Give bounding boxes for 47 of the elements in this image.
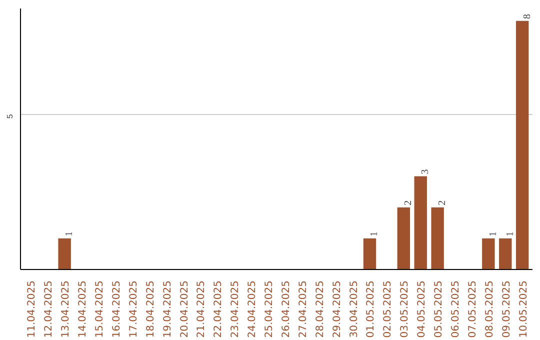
x-tick-label: 17.04.2025 [128, 280, 140, 338]
x-tick-label: 11.04.2025 [26, 280, 38, 338]
x-tick-label: 25.04.2025 [264, 280, 276, 338]
bar [516, 20, 529, 270]
x-tick-label: 13.04.2025 [60, 280, 72, 338]
x-tick-label: 09.05.2025 [501, 280, 512, 338]
data-label: 1 [64, 231, 76, 236]
x-tick-label: 30.04.2025 [348, 280, 360, 338]
bar [397, 207, 410, 270]
x-tick-label: 07.05.2025 [467, 280, 478, 338]
data-label: 1 [488, 231, 499, 236]
data-label: 1 [504, 231, 516, 236]
bar [363, 238, 376, 270]
x-tick-label: 19.04.2025 [162, 280, 174, 338]
x-tick-label: 16.04.2025 [111, 280, 122, 338]
bar [414, 176, 427, 270]
data-label: 2 [403, 200, 414, 206]
x-tick-label: 15.04.2025 [94, 280, 106, 338]
x-tick-label: 27.04.2025 [298, 280, 309, 338]
x-tick-label: 24.04.2025 [247, 280, 258, 338]
x-tick-label: 06.05.2025 [450, 280, 462, 338]
x-tick-label: 10.05.2025 [518, 280, 530, 338]
bar [499, 238, 512, 270]
x-tick-label: 03.05.2025 [400, 280, 411, 338]
x-tick-label: 12.04.2025 [44, 280, 55, 338]
x-tick-label: 04.05.2025 [416, 280, 428, 338]
bar [482, 238, 495, 270]
x-tick-label: 23.04.2025 [230, 280, 242, 338]
x-tick-label: 20.04.2025 [179, 280, 190, 338]
x-tick-label: 21.04.2025 [196, 280, 208, 338]
data-label: 8 [522, 14, 533, 19]
y-tick-label: 5 [6, 114, 14, 119]
bar [431, 207, 444, 270]
x-tick-label: 05.05.2025 [434, 280, 445, 338]
x-tick-label: 18.04.2025 [145, 280, 156, 338]
data-label: 2 [437, 200, 448, 206]
data-label: 3 [420, 169, 432, 174]
x-tick-label: 29.04.2025 [332, 280, 343, 338]
x-tick-label: 02.05.2025 [382, 280, 394, 338]
x-tick-label: 22.04.2025 [213, 280, 224, 338]
x-tick-label: 01.05.2025 [366, 280, 377, 338]
x-tick-label: 08.05.2025 [484, 280, 496, 338]
data-label: 1 [369, 231, 380, 236]
x-tick-label: 28.04.2025 [314, 280, 326, 338]
x-tick-label: 14.04.2025 [78, 280, 89, 338]
bar [58, 238, 71, 270]
x-tick-label: 26.04.2025 [280, 280, 292, 338]
